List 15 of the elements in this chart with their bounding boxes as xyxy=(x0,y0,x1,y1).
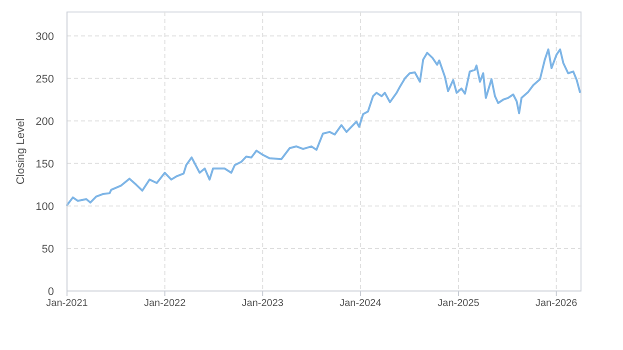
y-axis-title: Closing Level xyxy=(15,118,27,185)
x-tick-label: Jan-2023 xyxy=(242,298,284,309)
x-tick-label: Jan-2021 xyxy=(46,298,88,309)
y-tick-label: 100 xyxy=(36,200,54,213)
y-tick-label: 150 xyxy=(36,158,54,170)
y-tick-label: 50 xyxy=(42,243,54,256)
y-tick-label: 250 xyxy=(36,73,54,86)
line-series xyxy=(66,48,581,206)
y-tick-label: 300 xyxy=(36,30,54,43)
x-tick-label: Jan-2026 xyxy=(535,298,578,309)
y-tick-label: 0 xyxy=(48,286,54,298)
y-tick-label: 200 xyxy=(36,116,54,128)
x-tick-label: Jan-2024 xyxy=(340,298,382,309)
x-tick-label: Jan-2022 xyxy=(144,298,186,309)
x-tick-label: Jan-2025 xyxy=(438,298,480,309)
